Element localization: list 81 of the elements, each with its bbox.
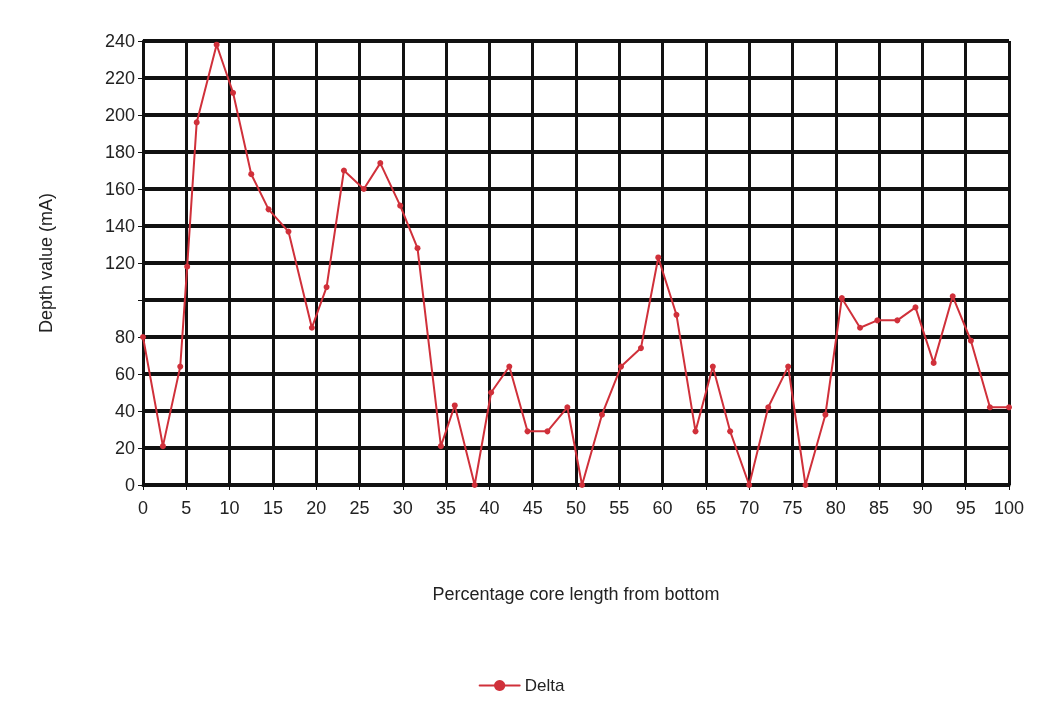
- point: [857, 324, 864, 331]
- point: [564, 404, 571, 411]
- point: [618, 363, 625, 370]
- point: [727, 428, 734, 435]
- point: [894, 317, 901, 324]
- point: [488, 389, 495, 396]
- x-tick-label: 40: [479, 498, 500, 518]
- y-tick-label: 220: [104, 68, 135, 88]
- point: [177, 363, 184, 370]
- point: [437, 443, 444, 450]
- y-tick-label: 20: [114, 438, 135, 458]
- point: [822, 411, 829, 418]
- point: [655, 254, 662, 261]
- point: [874, 317, 881, 324]
- point: [360, 186, 367, 192]
- point: [838, 295, 845, 302]
- x-tick-label: 50: [565, 498, 587, 518]
- x-tick-label: 35: [436, 498, 457, 518]
- point: [802, 482, 809, 488]
- x-tick-label: 45: [522, 498, 543, 518]
- y-tick-label: 140: [104, 216, 135, 236]
- x-tick-label: 25: [349, 498, 370, 518]
- x-tick-label: 55: [609, 498, 630, 518]
- point: [397, 202, 404, 209]
- point: [986, 404, 993, 411]
- x-tick-label: 75: [782, 498, 803, 518]
- point: [213, 41, 220, 48]
- point: [248, 171, 255, 178]
- y-tick-label: 120: [104, 253, 135, 273]
- x-tick-label: 100: [993, 498, 1025, 518]
- y-axis-title: Depth value (mA): [36, 192, 56, 334]
- point: [451, 402, 458, 409]
- x-tick-label: 95: [955, 498, 976, 518]
- x-tick-label: 0: [137, 498, 149, 518]
- point: [471, 482, 478, 488]
- point: [637, 345, 644, 352]
- x-tick-label: 15: [262, 498, 283, 518]
- legend-label: Delta: [524, 676, 565, 695]
- y-tick-label: 240: [104, 31, 135, 51]
- point: [285, 228, 292, 235]
- point: [265, 206, 272, 213]
- point: [544, 428, 551, 435]
- point: [184, 263, 191, 270]
- y-tick-label: 160: [104, 179, 135, 199]
- x-tick-label: 80: [825, 498, 846, 518]
- x-tick-label: 10: [219, 498, 240, 518]
- y-tick-label: 0: [124, 475, 135, 495]
- point: [930, 359, 937, 366]
- x-tick-label: 60: [652, 498, 673, 518]
- point: [193, 119, 200, 126]
- y-tick-label: 80: [114, 327, 135, 347]
- x-tick-label: 85: [869, 498, 890, 518]
- point: [673, 311, 680, 318]
- point: [230, 89, 237, 96]
- point: [912, 304, 919, 311]
- point: [709, 363, 716, 370]
- x-tick-label: 65: [695, 498, 716, 518]
- point: [308, 324, 315, 331]
- point: [765, 404, 772, 411]
- point: [414, 245, 421, 252]
- point: [598, 411, 605, 418]
- x-axis-title: Percentage core length from bottom: [432, 584, 720, 604]
- point: [506, 363, 513, 370]
- x-tick-label: 5: [181, 498, 192, 518]
- y-tick-label: 40: [114, 401, 135, 421]
- x-tick-label: 30: [392, 498, 413, 518]
- point: [377, 160, 384, 167]
- x-tick-label: 70: [739, 498, 760, 518]
- point: [159, 443, 166, 450]
- point: [785, 363, 792, 370]
- y-tick-label: 60: [114, 364, 135, 384]
- y-tick-label: 180: [104, 142, 135, 162]
- y-tick-label: 200: [104, 105, 135, 125]
- point: [323, 284, 330, 291]
- x-tick-label: 90: [912, 498, 933, 518]
- point: [579, 482, 586, 488]
- point: [967, 337, 974, 344]
- point: [340, 167, 347, 174]
- point: [949, 293, 956, 300]
- x-tick-label: 20: [306, 498, 327, 518]
- point: [1006, 404, 1012, 411]
